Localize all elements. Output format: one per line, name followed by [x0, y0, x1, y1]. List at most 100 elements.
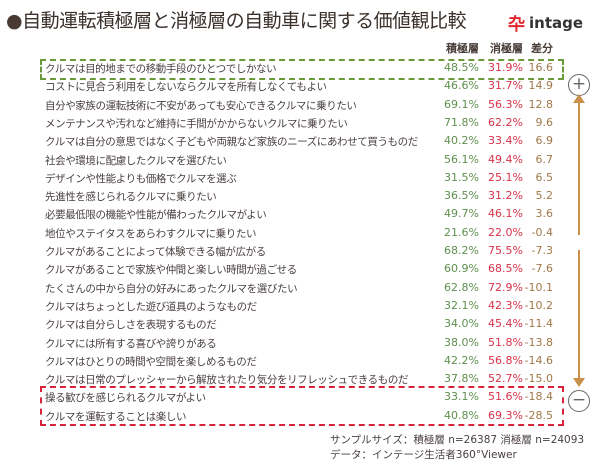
positive-value: 32.1%: [444, 298, 479, 312]
table-row: 地位やステイタスをあらわすクルマに乗りたい 21.6% 22.0% -0.4: [0, 224, 600, 242]
negative-value: 31.7%: [488, 79, 523, 93]
diff-value: -10.1: [524, 280, 553, 294]
diff-value: 16.6: [528, 61, 554, 74]
row-label: デザインや性能よりも価格でクルマを選ぶ: [45, 172, 237, 185]
row-label: クルマはちょっとした遊び道具のようなものだ: [45, 300, 257, 313]
positive-value: 69.1%: [444, 97, 479, 111]
negative-value: 22.0%: [488, 225, 523, 239]
row-label: クルマは日常のプレッシャーから解放されたり気分をリフレッシュできるものだ: [45, 374, 409, 387]
table-row: クルマがあることによって体験できる幅が広がる 68.2% 75.5% -7.3: [0, 242, 600, 260]
positive-value: 36.5%: [444, 189, 479, 203]
table-row: メンテナンスや汚れなど維持に手間がかからないクルマに乗りたい 71.8% 62.…: [0, 114, 600, 132]
header-diff: 差分: [531, 42, 553, 55]
negative-value: 45.4%: [488, 317, 523, 331]
negative-value: 31.9%: [488, 61, 523, 74]
negative-value: 69.3%: [488, 408, 523, 422]
row-label: メンテナンスや汚れなど維持に手間がかからないクルマに乗りたい: [45, 117, 348, 130]
positive-value: 56.1%: [444, 152, 479, 166]
positive-value: 40.2%: [444, 134, 479, 148]
table-row: デザインや性能よりも価格でクルマを選ぶ 31.5% 25.1% 6.5: [0, 169, 600, 187]
negative-value: 31.2%: [488, 189, 523, 203]
positive-value: 60.9%: [444, 262, 479, 276]
down-arrow-icon: [578, 250, 580, 380]
positive-value: 38.0%: [444, 335, 479, 349]
diff-value: -7.6: [531, 262, 553, 276]
positive-value: 31.5%: [444, 170, 479, 184]
positive-value: 68.2%: [444, 244, 479, 257]
row-label: 必要最低限の機能や性能が備わったクルマがよい: [45, 209, 267, 222]
row-label: 操る歓びを感じられるクルマがよい: [45, 392, 206, 405]
negative-value: 52.7%: [488, 372, 523, 386]
diff-value: 9.6: [535, 115, 554, 129]
header-negative: 消極層: [490, 42, 523, 55]
row-label: たくさんの中から自分の好みにあったクルマを選びたい: [45, 282, 298, 295]
negative-value: 49.4%: [488, 152, 523, 166]
intage-logo: 卆 intage: [508, 10, 583, 36]
title-text: 自動運転積極層と消極層の自動車に関する価値観比較: [22, 10, 467, 32]
highlight-box-bottom: [40, 386, 564, 426]
up-arrowhead: [573, 94, 585, 103]
negative-value: 33.4%: [488, 134, 523, 148]
table-row: 操る歓びを感じられるクルマがよい 33.1% 51.6% -18.4: [0, 388, 600, 406]
diff-value: 5.2: [535, 189, 554, 203]
table-row: クルマを運転することは楽しい 40.8% 69.3% -28.5: [0, 407, 600, 425]
positive-value: 33.1%: [444, 390, 479, 404]
down-arrowhead: [573, 378, 585, 387]
positive-value: 40.8%: [444, 408, 479, 422]
row-label: 先進性を感じられるクルマに乗りたい: [45, 191, 217, 204]
negative-value: 62.2%: [488, 115, 523, 129]
negative-value: 75.5%: [488, 244, 523, 257]
positive-value: 42.2%: [444, 353, 479, 367]
negative-value: 51.8%: [488, 335, 523, 349]
table-row: クルマは自分らしさを表現するものだ 34.0% 45.4% -11.4: [0, 315, 600, 333]
table-row: たくさんの中から自分の好みにあったクルマを選びたい 62.8% 72.9% -1…: [0, 279, 600, 297]
diff-value: -0.4: [531, 225, 553, 239]
diff-value: 3.6: [535, 207, 554, 221]
table-row: 必要最低限の機能や性能が備わったクルマがよい 49.7% 46.1% 3.6: [0, 205, 600, 223]
diff-value: -18.4: [524, 390, 553, 404]
negative-value: 56.8%: [488, 353, 523, 367]
negative-value: 72.9%: [488, 280, 523, 294]
row-label: 自分や家族の運転技術に不安があっても安心できるクルマに乗りたい: [45, 99, 357, 112]
table-row: 先進性を感じられるクルマに乗りたい 36.5% 31.2% 5.2: [0, 187, 600, 205]
row-label: 地位やステイタスをあらわすクルマに乗りたい: [45, 227, 257, 240]
row-label: 社会や環境に配慮したクルマを選びたい: [45, 154, 227, 167]
minus-icon: −: [568, 390, 590, 412]
diff-value: 14.9: [528, 79, 554, 93]
negative-value: 42.3%: [488, 298, 523, 312]
diff-value: -7.3: [531, 244, 553, 257]
row-label: コストに見合う利用をしないならクルマを所有しなくてもよい: [45, 81, 327, 94]
negative-value: 46.1%: [488, 207, 523, 221]
header-positive: 積極層: [446, 42, 479, 55]
row-label: クルマには所有する喜びや誇りがある: [45, 337, 217, 350]
negative-value: 56.3%: [488, 97, 523, 111]
table-row: クルマがあることで家族や仲間と楽しい時間が過ごせる 60.9% 68.5% -7…: [0, 260, 600, 278]
diff-value: 6.7: [535, 152, 554, 166]
table-row: クルマはひとりの時間や空間を楽しめるものだ 42.2% 56.8% -14.6: [0, 352, 600, 370]
diff-value: 6.5: [535, 170, 554, 184]
table-row: コストに見合う利用をしないならクルマを所有しなくてもよい 46.6% 31.7%…: [0, 77, 600, 95]
plus-icon: +: [568, 74, 590, 96]
logo-mark-icon: 卆: [508, 15, 525, 35]
positive-value: 62.8%: [444, 280, 479, 294]
page-title: ●自動運転積極層と消極層の自動車に関する価値観比較: [6, 10, 467, 32]
positive-value: 71.8%: [444, 115, 479, 129]
diff-value: 6.9: [535, 134, 554, 148]
diff-value: -15.0: [524, 372, 553, 386]
row-label: クルマは目的地までの移動手段のひとつでしかない: [45, 63, 277, 75]
negative-value: 51.6%: [488, 390, 523, 404]
table-row: クルマは日常のプレッシャーから解放されたり気分をリフレッシュできるものだ 37.…: [0, 370, 600, 388]
diff-value: 12.8: [528, 97, 554, 111]
row-label: クルマはひとりの時間や空間を楽しめるものだ: [45, 355, 257, 368]
positive-value: 21.6%: [444, 225, 479, 239]
positive-value: 37.8%: [444, 372, 479, 386]
table-row: 社会や環境に配慮したクルマを選びたい 56.1% 49.4% 6.7: [0, 151, 600, 169]
positive-value: 49.7%: [444, 207, 479, 221]
negative-value: 25.1%: [488, 170, 523, 184]
diff-value: -28.5: [524, 408, 553, 422]
diff-value: -14.6: [524, 353, 553, 367]
sample-size: サンプルサイズ：積極層 n=26387 消極層 n=24093: [330, 434, 585, 446]
table-row: クルマは目的地までの移動手段のひとつでしかない 48.5% 31.9% 16.6: [0, 59, 600, 77]
diff-value: -13.8: [524, 335, 553, 349]
row-label: クルマを運転することは楽しい: [45, 410, 187, 423]
